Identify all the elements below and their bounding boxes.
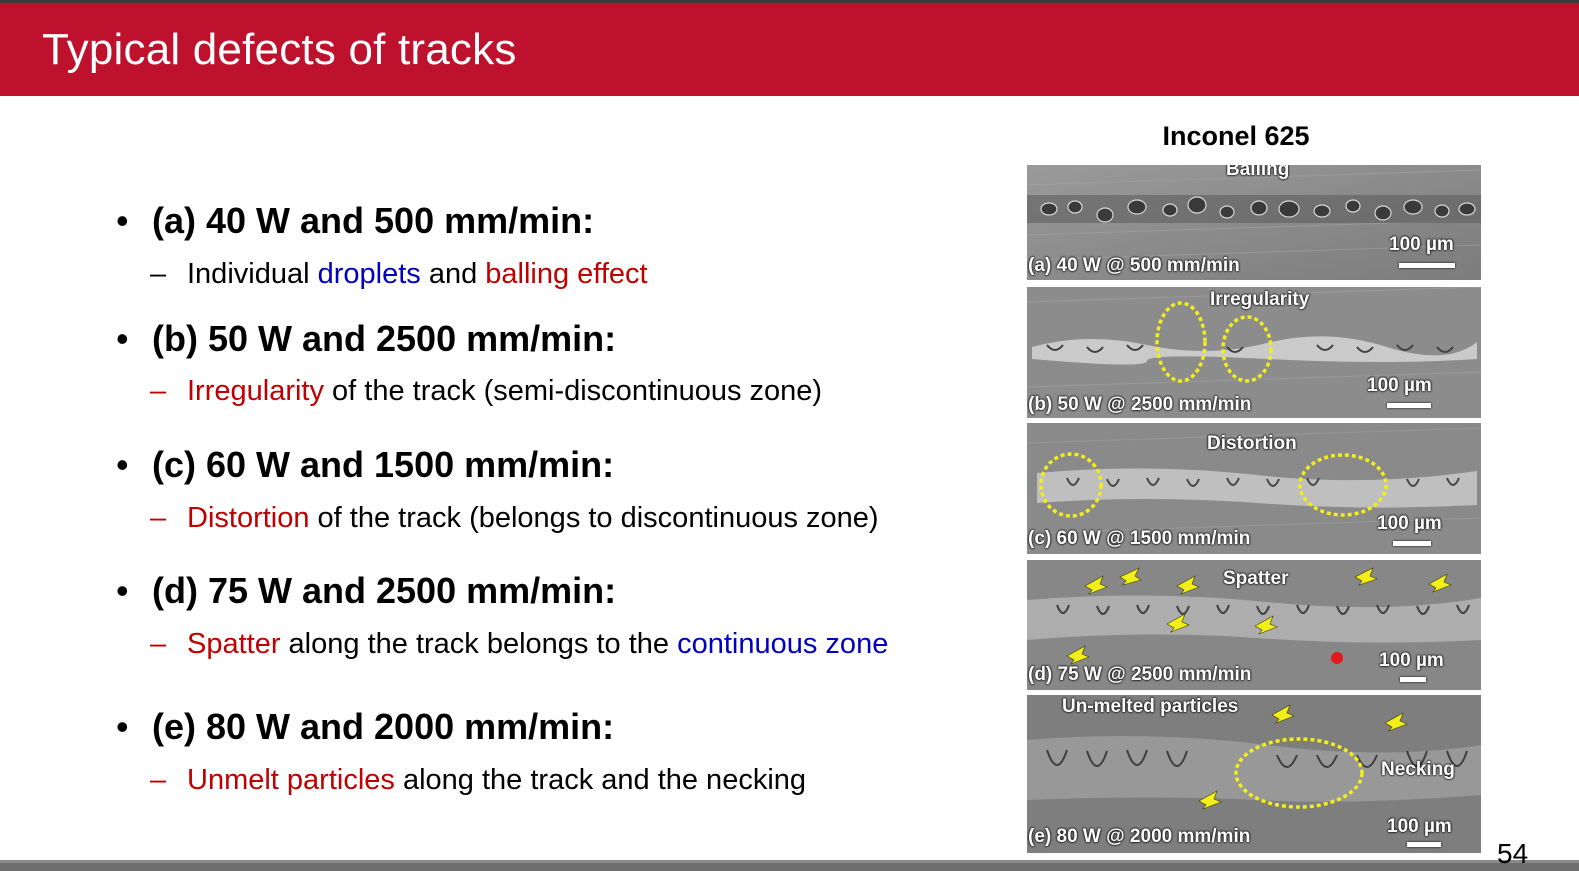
scale-label: 100 µm — [1379, 650, 1444, 671]
micrograph-image — [1027, 165, 1481, 280]
defect-label-balling: Balling — [1226, 165, 1290, 180]
panel-label: (c) 60 W @ 1500 mm/min — [1028, 528, 1251, 549]
bottom-border — [0, 860, 1579, 871]
sub-bullet-dash: – — [150, 764, 167, 796]
page-number: 54 — [1497, 838, 1529, 869]
bullet-list: • (a) 40 W and 500 mm/min: – Individual … — [116, 200, 888, 797]
bullet-dot: • — [116, 706, 129, 747]
defect-label-distortion: Distortion — [1207, 433, 1297, 454]
defect-label-spatter: Spatter — [1223, 568, 1289, 589]
micrograph-image — [1027, 560, 1481, 690]
slide-title: Typical defects of tracks — [42, 25, 517, 74]
bullet-dot: • — [116, 570, 129, 611]
text-segment-highlight: Distortion — [187, 502, 310, 534]
scale-bar — [1407, 842, 1441, 847]
sub-bullet-text: Individual droplets and balling effect — [187, 258, 648, 291]
bullet-heading: (e) 80 W and 2000 mm/min: — [152, 706, 615, 747]
scale-bar — [1399, 263, 1455, 268]
micrograph-image — [1027, 695, 1481, 853]
panel-label: (a) 40 W @ 500 mm/min — [1028, 255, 1240, 276]
sub-bullet-text: Unmelt particles along the track and the… — [187, 764, 806, 797]
micrograph-panel-b: Irregularity 100 µm (b) 50 W @ 2500 mm/m… — [1027, 287, 1481, 418]
scale-label: 100 µm — [1389, 234, 1454, 255]
bullet-heading: (b) 50 W and 2500 mm/min: — [152, 318, 617, 359]
defect-label-irregularity: Irregularity — [1210, 289, 1310, 310]
defect-label-necking: Necking — [1381, 759, 1455, 780]
text-segment-highlight: Irregularity — [187, 375, 324, 407]
scale-label: 100 µm — [1387, 816, 1452, 837]
sub-bullet-text: Spatter along the track belongs to the c… — [187, 628, 888, 661]
text-segment: and — [420, 258, 486, 290]
scale-bar — [1387, 403, 1431, 408]
text-segment-highlight: Spatter — [187, 628, 281, 660]
text-segment: along the track and the necking — [394, 764, 807, 796]
top-border — [0, 0, 1579, 3]
text-segment: of the track (semi-discontinuous zone) — [324, 375, 823, 407]
sub-bullet-dash: – — [150, 375, 167, 407]
sub-bullet-dash: – — [150, 258, 167, 290]
scale-bar — [1400, 677, 1426, 682]
sub-bullet-dash: – — [150, 502, 167, 534]
text-segment-highlight: balling effect — [485, 258, 648, 290]
text-segment: along the track belongs to the — [280, 628, 678, 660]
bullet-heading: (a) 40 W and 500 mm/min: — [152, 200, 595, 241]
micrograph-panel-d: Spatter 100 µm (d) 75 W @ 2500 mm/min — [1027, 560, 1481, 690]
panel-label: (d) 75 W @ 2500 mm/min — [1028, 664, 1252, 685]
bullet-heading: (d) 75 W and 2500 mm/min: — [152, 570, 617, 611]
text-segment: of the track (belongs to discontinuous z… — [309, 502, 879, 534]
text-segment: Individual — [187, 258, 318, 290]
scale-label: 100 µm — [1367, 375, 1432, 396]
text-segment-highlight: droplets — [317, 258, 421, 290]
micrograph-panel-a: Balling 100 µm (a) 40 W @ 500 mm/min — [1027, 165, 1481, 280]
bullet-dot: • — [116, 318, 129, 359]
figure-title: Inconel 625 — [1162, 121, 1310, 151]
micrograph-panel-c: Distortion 100 µm (c) 60 W @ 1500 mm/min — [1027, 423, 1481, 554]
sub-bullet-text: Irregularity of the track (semi-disconti… — [187, 375, 822, 408]
sub-bullet-dash: – — [150, 628, 167, 660]
text-segment-highlight: continuous zone — [677, 628, 889, 660]
micrograph-image — [1027, 287, 1481, 418]
sub-bullet-text: Distortion of the track (belongs to disc… — [187, 502, 879, 535]
bullet-dot: • — [116, 200, 129, 241]
text-segment-highlight: Unmelt particles — [187, 764, 395, 796]
micrograph-image — [1027, 423, 1481, 554]
scale-bar — [1393, 541, 1431, 546]
panel-label: (e) 80 W @ 2000 mm/min — [1028, 826, 1251, 847]
title-bar: Typical defects of tracks — [0, 3, 1579, 96]
panel-label: (b) 50 W @ 2500 mm/min — [1028, 394, 1252, 415]
defect-label-unmelted-particles: Un-melted particles — [1062, 696, 1239, 717]
micrograph-panel-e: Un-melted particles Necking 100 µm (e) 8… — [1027, 695, 1481, 853]
bullet-dot: • — [116, 444, 129, 485]
bullet-heading: (c) 60 W and 1500 mm/min: — [152, 444, 615, 485]
scale-label: 100 µm — [1377, 513, 1442, 534]
